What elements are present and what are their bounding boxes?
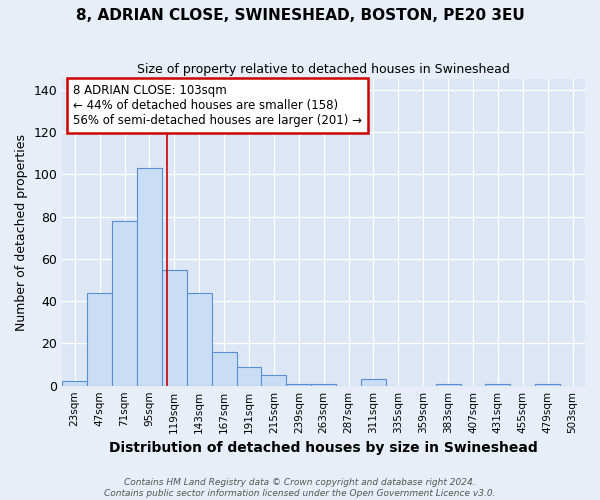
Y-axis label: Number of detached properties: Number of detached properties: [15, 134, 28, 331]
Text: 8 ADRIAN CLOSE: 103sqm
← 44% of detached houses are smaller (158)
56% of semi-de: 8 ADRIAN CLOSE: 103sqm ← 44% of detached…: [73, 84, 362, 127]
Bar: [361, 380, 386, 386]
Bar: [112, 221, 137, 386]
Bar: [262, 375, 286, 386]
Bar: [62, 382, 87, 386]
Text: 8, ADRIAN CLOSE, SWINESHEAD, BOSTON, PE20 3EU: 8, ADRIAN CLOSE, SWINESHEAD, BOSTON, PE2…: [76, 8, 524, 22]
Bar: [286, 384, 311, 386]
Bar: [187, 293, 212, 386]
Title: Size of property relative to detached houses in Swineshead: Size of property relative to detached ho…: [137, 62, 510, 76]
Bar: [236, 366, 262, 386]
Bar: [311, 384, 336, 386]
Bar: [485, 384, 511, 386]
Bar: [162, 270, 187, 386]
X-axis label: Distribution of detached houses by size in Swineshead: Distribution of detached houses by size …: [109, 441, 538, 455]
Bar: [87, 293, 112, 386]
Text: Contains HM Land Registry data © Crown copyright and database right 2024.
Contai: Contains HM Land Registry data © Crown c…: [104, 478, 496, 498]
Bar: [436, 384, 461, 386]
Bar: [535, 384, 560, 386]
Bar: [137, 168, 162, 386]
Bar: [212, 352, 236, 386]
